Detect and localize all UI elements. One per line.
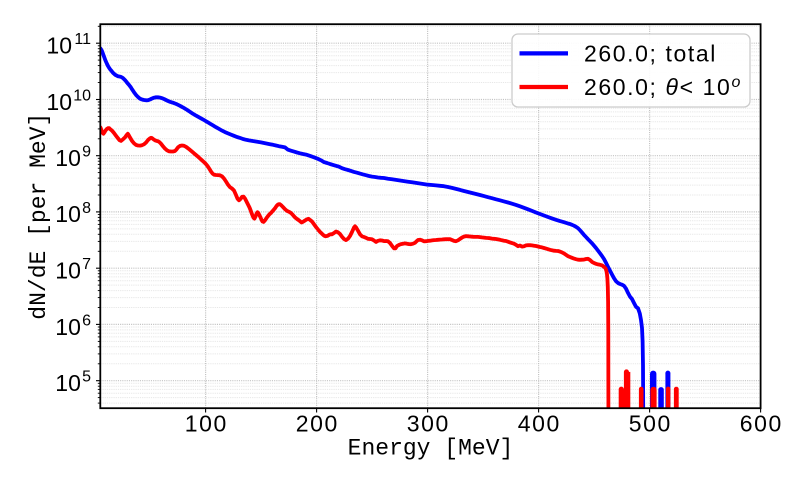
svg-text:8: 8 — [82, 200, 91, 217]
svg-text:10: 10 — [55, 201, 81, 227]
svg-text:300: 300 — [407, 410, 450, 436]
svg-text:260.0; θ< 10o: 260.0; θ< 10o — [584, 74, 742, 100]
svg-text:5: 5 — [82, 369, 91, 386]
svg-text:9: 9 — [82, 144, 91, 161]
svg-text:dN/dE [per MeV]: dN/dE [per MeV] — [26, 113, 52, 320]
svg-text:Energy [MeV]: Energy [MeV] — [348, 436, 514, 462]
svg-text:10: 10 — [55, 145, 81, 171]
svg-text:10: 10 — [46, 89, 72, 115]
svg-text:10: 10 — [55, 370, 81, 396]
svg-text:10: 10 — [55, 258, 81, 284]
svg-text:500: 500 — [629, 410, 672, 436]
svg-text:6: 6 — [82, 312, 91, 329]
svg-text:10: 10 — [55, 314, 81, 340]
svg-text:11: 11 — [74, 31, 91, 48]
svg-text:260.0; total: 260.0; total — [584, 40, 717, 66]
svg-text:10: 10 — [73, 88, 91, 105]
svg-text:400: 400 — [518, 410, 561, 436]
svg-text:600: 600 — [740, 410, 783, 436]
svg-text:200: 200 — [296, 410, 339, 436]
svg-text:7: 7 — [82, 256, 91, 273]
svg-text:10: 10 — [46, 33, 72, 59]
svg-text:100: 100 — [185, 410, 228, 436]
